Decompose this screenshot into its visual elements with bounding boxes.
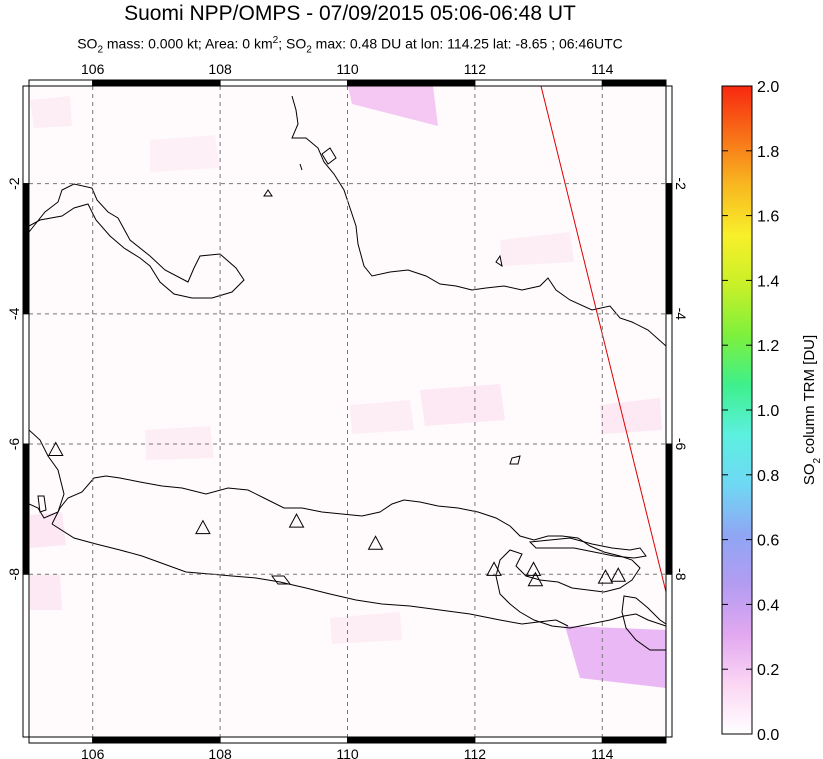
frame-bar-left [22, 313, 30, 445]
frame-bar-right [665, 183, 673, 315]
colorbar-tick-label: 2.0 [757, 79, 779, 96]
so2-faint-patch [600, 398, 662, 434]
colorbar-tick-label: 0.2 [757, 662, 779, 679]
colorbar-tick-label: 1.4 [757, 273, 779, 290]
frame-bar-top [219, 79, 349, 87]
so2-faint-patch [145, 426, 214, 460]
colorbar: 2.0 1.8 1.6 1.4 1.2 1.0 0.8 0.6 0.4 0.2 0.0 SO2 co… [721, 79, 823, 744]
lat-tick-right: -8 [673, 568, 689, 581]
lon-tick-top: 112 [464, 61, 487, 77]
colorbar-tick-label: 0.6 [757, 533, 779, 550]
madura-island [528, 537, 647, 559]
frame-bar-top [28, 79, 94, 87]
map-title: Suomi NPP/OMPS - 07/09/2015 05:06-06:48 … [124, 2, 576, 25]
frame-bar-top [347, 79, 476, 87]
so2-faint-patch [350, 400, 414, 434]
lat-tick-left: -8 [6, 568, 22, 581]
frame-bar-bottom [474, 736, 603, 744]
so2-faint-patch [500, 232, 574, 266]
volcano-triangle [597, 569, 614, 584]
lon-tick-top: 106 [81, 61, 105, 77]
colorbar-label: SO2 column TRM [DU] [801, 335, 823, 485]
so2-faint-patch [150, 135, 220, 172]
colorbar-tick-label: 1.6 [757, 209, 779, 226]
frame-bar-top [474, 79, 603, 87]
frame-bar-right [665, 443, 673, 575]
frame-bar-left [22, 183, 30, 315]
so2-faint-patch [30, 574, 62, 610]
graticule [29, 86, 666, 737]
frame-bar-bottom [601, 736, 667, 744]
frame-bar-left [22, 573, 30, 738]
volcano-triangle [527, 571, 544, 587]
colorbar-tick-label: 0.0 [757, 727, 779, 744]
volcano-triangle [288, 513, 305, 528]
lat-tick-left: -4 [6, 307, 22, 320]
frame-bar-left [22, 85, 30, 185]
small-islands [37, 147, 521, 585]
so2-patch-southeast [565, 626, 666, 688]
frame-bar-right [665, 573, 673, 738]
bali-island [621, 595, 666, 651]
colorbar-ticks: 2.0 1.8 1.6 1.4 1.2 1.0 0.8 0.6 0.4 0.2 0.0 [722, 79, 779, 744]
map-subtitle: SO2 mass: 0.000 kt; Area: 0 km2; SO2 max… [77, 35, 623, 56]
tick-labels: 106 106 108 108 110 110 112 112 114 114 -2 -2 -4 -4 -6… [6, 61, 689, 759]
frame-bar-bottom [92, 736, 221, 744]
volcano-triangle [47, 441, 64, 457]
frame-bar-bottom [28, 736, 94, 744]
so2-faint-patch [330, 612, 402, 644]
colorbar-tick-label: 0.8 [757, 468, 779, 485]
volcano-triangle [486, 561, 502, 576]
volcano-triangle [367, 535, 384, 550]
lon-tick-bottom: 106 [81, 746, 105, 759]
lon-tick-top: 108 [208, 61, 232, 77]
so2-patch-north [348, 86, 438, 126]
lat-tick-right: -4 [673, 308, 689, 321]
so2-faint-patch [30, 512, 66, 548]
frame-bar-top [92, 79, 221, 87]
frame-bar-left [22, 443, 30, 575]
lat-tick-right: -2 [673, 177, 689, 190]
lon-tick-top: 114 [591, 61, 614, 77]
sumatra-coast [29, 183, 245, 299]
frame-bar-bottom [347, 736, 476, 744]
lon-tick-bottom: 110 [336, 746, 359, 759]
lat-tick-left: -6 [6, 438, 22, 451]
lat-tick-left: -2 [6, 177, 22, 190]
lat-tick-right: -6 [673, 438, 689, 451]
lon-tick-bottom: 108 [208, 746, 232, 759]
java-south-coast [51, 523, 569, 627]
frame-bars [22, 79, 673, 744]
so2-faint-patch [30, 96, 72, 128]
so2-faint-patch [420, 384, 505, 426]
java-north-coast [51, 475, 666, 629]
colorbar-tick-label: 1.0 [757, 403, 779, 420]
map-panel: 106 106 108 108 110 110 112 112 114 114 -2 -2 -4 -4 -6… [6, 61, 689, 759]
colorbar-tick-label: 1.2 [757, 338, 779, 355]
colorbar-tick-label: 1.8 [757, 144, 779, 161]
frame-bar-top [601, 79, 667, 87]
lon-tick-top: 110 [336, 61, 359, 77]
lon-tick-bottom: 114 [591, 746, 614, 759]
frame-bar-bottom [219, 736, 349, 744]
volcano-triangle [610, 567, 627, 582]
so2-pixels [30, 86, 666, 688]
volcano-triangle [195, 519, 211, 535]
frame-bar-right [665, 313, 673, 445]
frame-bar-right [665, 85, 673, 185]
colorbar-tick-label: 0.4 [757, 597, 779, 614]
lon-tick-bottom: 112 [464, 746, 487, 759]
coastlines [29, 95, 666, 651]
borneo-coast [291, 95, 666, 347]
volcano-markers [47, 441, 627, 587]
swath-edge-line [540, 85, 667, 593]
